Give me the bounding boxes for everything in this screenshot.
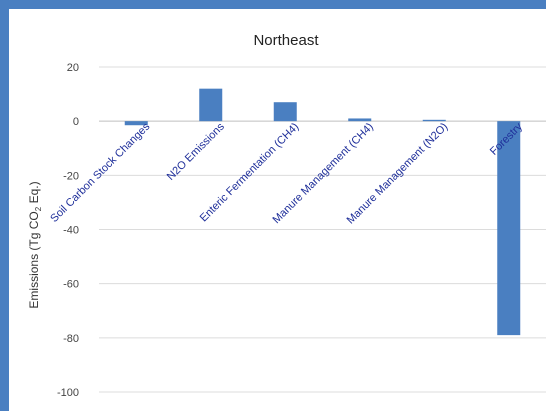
y-axis-label-subscript: 2 — [34, 206, 43, 211]
bar — [273, 102, 297, 122]
y-axis-label-suffix: Eq.) — [27, 181, 41, 206]
y-tick-label: 20 — [67, 62, 79, 74]
gridlines — [99, 66, 546, 393]
category-label: N2O Emissions — [165, 120, 227, 182]
chart-title: Northeast — [253, 32, 319, 49]
bar — [124, 121, 148, 126]
y-tick-label: -80 — [63, 333, 79, 345]
y-axis-label: Emissions (Tg CO2 Eq.) — [27, 181, 43, 308]
y-tick-label: -60 — [63, 279, 79, 291]
bar — [348, 118, 372, 122]
bar-chart: Northeast 20 0 -20 -40 -60 -80 -100 Soil Carbo… — [27, 32, 546, 399]
y-tick-label: -100 — [57, 387, 79, 399]
bar — [497, 121, 521, 336]
bar — [199, 88, 223, 122]
bar — [422, 119, 446, 122]
y-axis-label-prefix: Emissions (Tg CO — [27, 211, 41, 308]
bars — [124, 88, 521, 336]
category-labels: Soil Carbon Stock Changes N2O EmissionsEn… — [48, 120, 525, 226]
y-tick-labels: 20 0 -20 -40 -60 -80 -100 — [57, 62, 79, 399]
chart-frame: Northeast 20 0 -20 -40 -60 -80 -100 Soil Carbo… — [9, 9, 546, 411]
y-tick-label: 0 — [73, 116, 79, 128]
y-tick-label: -40 — [63, 225, 79, 237]
y-tick-label: -20 — [63, 170, 79, 182]
